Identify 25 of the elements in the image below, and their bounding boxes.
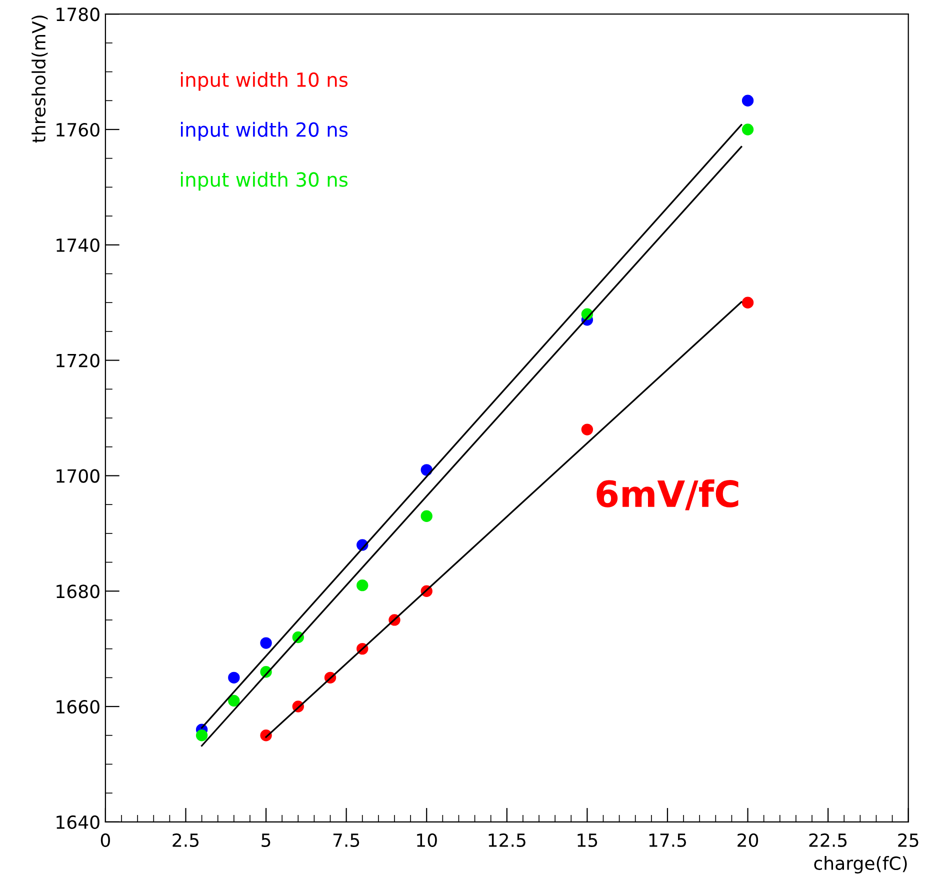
- x-tick-label: 0: [100, 833, 110, 848]
- y-tick-label: 1760: [56, 122, 100, 137]
- x-tick-label: 2.5: [172, 833, 199, 848]
- y-tick-label: 1680: [56, 584, 100, 598]
- x-tick-label: 10: [417, 833, 437, 848]
- x-tick-label: 12.5: [488, 833, 526, 848]
- x-tick-label: 15: [578, 834, 598, 848]
- x-axis-title: charge(fC): [814, 856, 907, 874]
- y-axis-title: threshold(mV): [32, 16, 48, 143]
- y-tick-label: 1660: [56, 700, 100, 714]
- y-tick-label: 1780: [56, 8, 100, 22]
- x-tick-label: 22.5: [809, 833, 847, 848]
- annotation: 6mV/fC: [596, 479, 738, 510]
- x-tick-label: 17.5: [649, 834, 686, 848]
- y-tick-label: 1720: [56, 354, 100, 368]
- y-tick-label: 1640: [56, 815, 100, 830]
- y-tick-label: 1700: [56, 469, 100, 483]
- text: input width 20 ns: [180, 122, 348, 141]
- y-tick-label: 1740: [56, 238, 100, 252]
- text: input width 10 ns: [180, 72, 348, 91]
- x-tick-label: 7.5: [333, 834, 360, 848]
- x-tick-label: 20: [738, 833, 758, 848]
- x-tick-label: 25: [898, 833, 918, 848]
- x-tick-label: 5: [262, 834, 270, 848]
- text: input width 30 ns: [180, 172, 348, 191]
